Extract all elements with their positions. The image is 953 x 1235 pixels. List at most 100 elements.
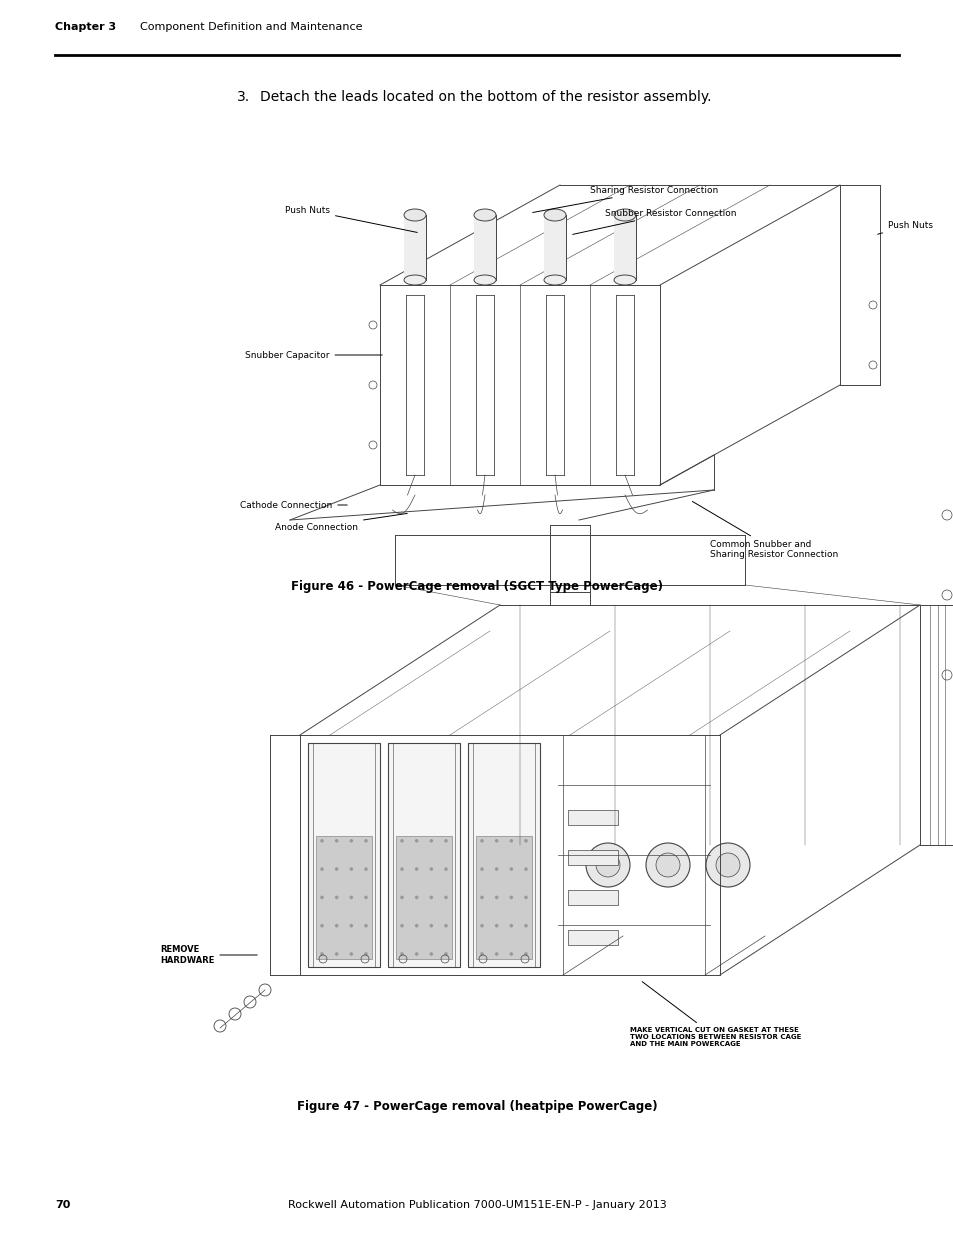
Bar (395, 836, 452, 960)
Circle shape (349, 867, 353, 871)
Ellipse shape (543, 209, 565, 221)
Circle shape (523, 895, 527, 899)
Circle shape (364, 895, 368, 899)
Circle shape (320, 867, 323, 871)
Circle shape (705, 844, 749, 887)
Circle shape (399, 867, 403, 871)
Circle shape (509, 867, 513, 871)
Circle shape (415, 867, 418, 871)
Bar (567, 850, 618, 864)
Text: 3.: 3. (236, 90, 250, 104)
Circle shape (335, 895, 338, 899)
Ellipse shape (474, 275, 496, 285)
Circle shape (479, 924, 483, 927)
Circle shape (523, 839, 527, 842)
Circle shape (444, 867, 447, 871)
Circle shape (509, 952, 513, 956)
Circle shape (320, 839, 323, 842)
Circle shape (415, 839, 418, 842)
Ellipse shape (474, 209, 496, 221)
Ellipse shape (614, 209, 636, 221)
Circle shape (429, 839, 433, 842)
Circle shape (523, 952, 527, 956)
Text: Sharing Resistor Connection: Sharing Resistor Connection (532, 185, 718, 212)
Circle shape (509, 924, 513, 927)
Circle shape (509, 895, 513, 899)
Circle shape (444, 924, 447, 927)
Text: Push Nuts: Push Nuts (877, 221, 932, 235)
Ellipse shape (403, 209, 426, 221)
Circle shape (479, 952, 483, 956)
Circle shape (415, 895, 418, 899)
Circle shape (444, 839, 447, 842)
Circle shape (716, 853, 740, 877)
Circle shape (585, 844, 629, 887)
Circle shape (349, 839, 353, 842)
Circle shape (349, 924, 353, 927)
Circle shape (335, 867, 338, 871)
Circle shape (495, 952, 498, 956)
Circle shape (364, 952, 368, 956)
Text: REMOVE
HARDWARE: REMOVE HARDWARE (160, 945, 257, 965)
Circle shape (364, 839, 368, 842)
Circle shape (399, 924, 403, 927)
Circle shape (415, 924, 418, 927)
Bar (476, 836, 532, 960)
Circle shape (364, 867, 368, 871)
Circle shape (335, 924, 338, 927)
Circle shape (523, 924, 527, 927)
Text: 70: 70 (55, 1200, 71, 1210)
Text: Common Snubber and
Sharing Resistor Connection: Common Snubber and Sharing Resistor Conn… (692, 501, 838, 559)
Text: Chapter 3: Chapter 3 (55, 22, 116, 32)
Circle shape (444, 895, 447, 899)
Text: Figure 46 - PowerCage removal (SGCT Type PowerCage): Figure 46 - PowerCage removal (SGCT Type… (291, 580, 662, 593)
Circle shape (429, 895, 433, 899)
Bar (474, 215, 496, 280)
Bar (308, 743, 379, 967)
Text: Figure 47 - PowerCage removal (heatpipe PowerCage): Figure 47 - PowerCage removal (heatpipe … (296, 1100, 657, 1113)
Text: Detach the leads located on the bottom of the resistor assembly.: Detach the leads located on the bottom o… (260, 90, 711, 104)
Circle shape (399, 839, 403, 842)
Circle shape (349, 952, 353, 956)
Circle shape (495, 924, 498, 927)
Circle shape (335, 839, 338, 842)
Circle shape (523, 867, 527, 871)
Ellipse shape (614, 275, 636, 285)
Circle shape (399, 895, 403, 899)
Bar (567, 890, 618, 905)
Circle shape (429, 924, 433, 927)
Circle shape (444, 952, 447, 956)
Bar (403, 215, 426, 280)
Circle shape (364, 924, 368, 927)
Circle shape (415, 952, 418, 956)
Text: Anode Connection: Anode Connection (274, 514, 407, 531)
Bar (543, 215, 565, 280)
Circle shape (656, 853, 679, 877)
Circle shape (495, 839, 498, 842)
Text: Rockwell Automation Publication 7000-UM151E-EN-P - January 2013: Rockwell Automation Publication 7000-UM1… (287, 1200, 666, 1210)
Circle shape (429, 952, 433, 956)
Circle shape (320, 924, 323, 927)
Circle shape (320, 895, 323, 899)
Bar (614, 215, 636, 280)
Bar (468, 743, 539, 967)
Bar (567, 810, 618, 825)
Circle shape (479, 867, 483, 871)
Circle shape (495, 895, 498, 899)
Text: Snubber Capacitor: Snubber Capacitor (245, 351, 382, 359)
Ellipse shape (403, 275, 426, 285)
Bar (567, 930, 618, 945)
Circle shape (479, 839, 483, 842)
Circle shape (596, 853, 619, 877)
Text: Push Nuts: Push Nuts (285, 205, 416, 232)
Bar (315, 836, 372, 960)
Bar (388, 743, 459, 967)
Circle shape (399, 952, 403, 956)
Circle shape (349, 895, 353, 899)
Text: Component Definition and Maintenance: Component Definition and Maintenance (140, 22, 362, 32)
Circle shape (429, 867, 433, 871)
Circle shape (479, 895, 483, 899)
Text: Cathode Connection: Cathode Connection (240, 500, 347, 510)
Circle shape (645, 844, 689, 887)
Circle shape (320, 952, 323, 956)
